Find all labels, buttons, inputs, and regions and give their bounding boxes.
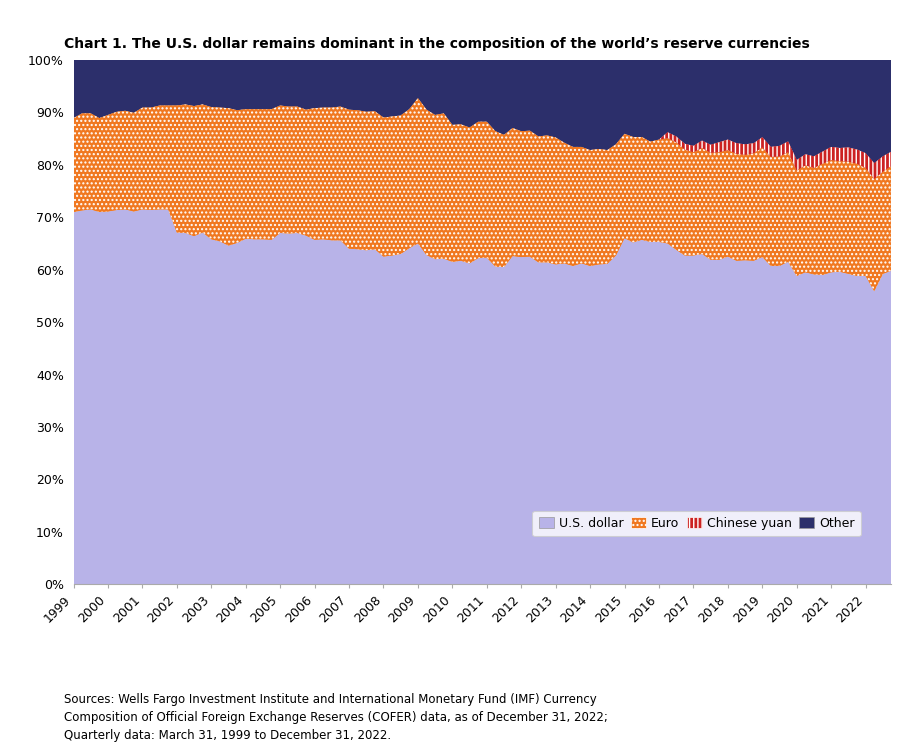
Text: Chart 1. The U.S. dollar remains dominant in the composition of the world’s rese: Chart 1. The U.S. dollar remains dominan… <box>64 37 810 52</box>
Text: Sources: Wells Fargo Investment Institute and International Monetary Fund (IMF) : Sources: Wells Fargo Investment Institut… <box>64 693 608 742</box>
Legend: U.S. dollar, Euro, Chinese yuan, Other: U.S. dollar, Euro, Chinese yuan, Other <box>532 511 860 536</box>
